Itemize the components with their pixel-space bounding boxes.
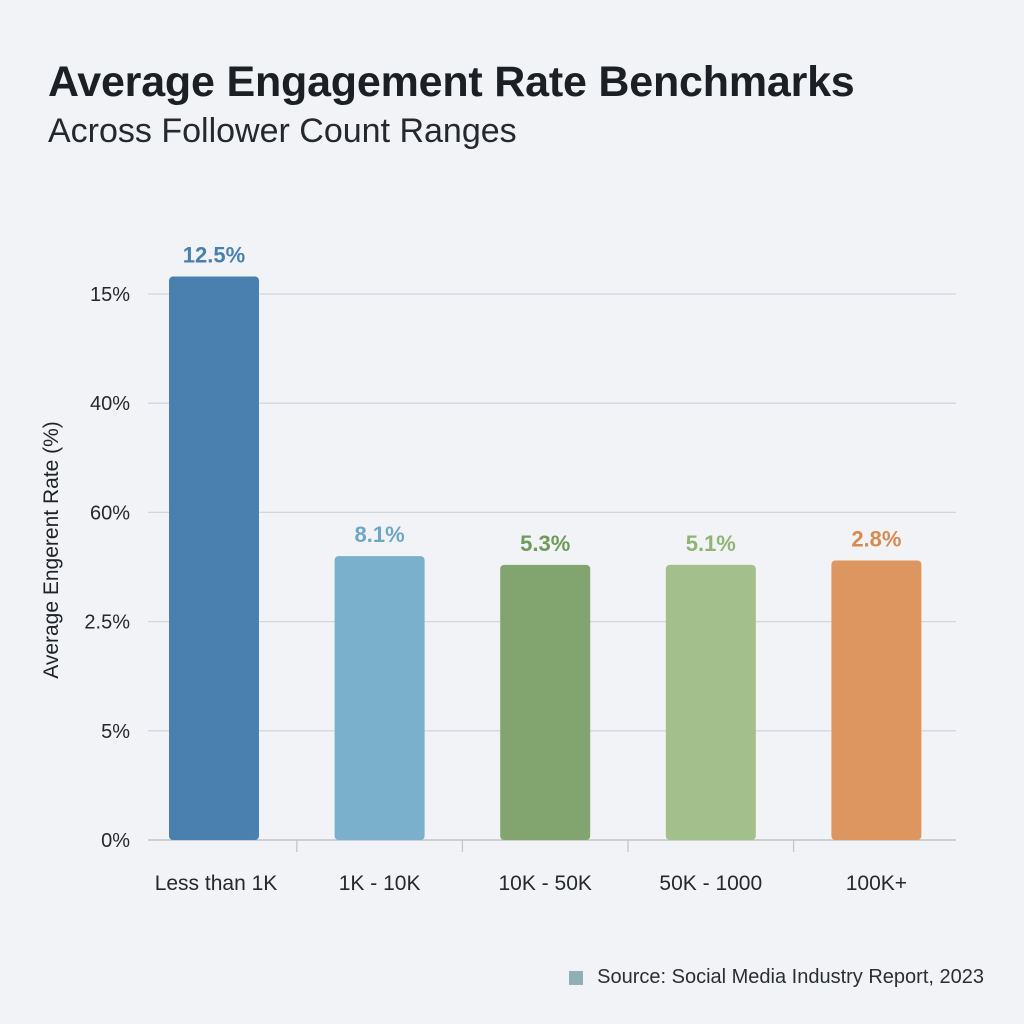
- bar: [665, 564, 756, 840]
- data-label: 5.1%: [686, 531, 736, 556]
- x-tick-label: 10K - 50K: [498, 872, 591, 895]
- legend-label: Source: Social Media Industry Report, 20…: [597, 966, 984, 988]
- legend-swatch: [569, 970, 584, 985]
- y-tick-label: 40%: [90, 393, 130, 415]
- x-tick-label: 1K - 10K: [339, 872, 421, 895]
- chart-subtitle: Across Follower Count Ranges: [48, 112, 517, 150]
- x-tick-label: Less than 1K: [155, 872, 278, 895]
- data-label: 5.3%: [520, 531, 570, 556]
- x-tick-label: 100K+: [846, 872, 907, 895]
- bar: [500, 564, 591, 840]
- data-label: 2.8%: [851, 526, 901, 551]
- labels: 12.5% Less than 1K 8.1% 1K - 10K 5.3% 10K - 5…: [155, 243, 907, 895]
- y-axis-title: Average Engerent Rate (%): [40, 421, 63, 679]
- y-tick-label: 60%: [90, 502, 130, 524]
- x-tick-label: 50K - 1000: [659, 872, 762, 895]
- data-label: 12.5%: [183, 243, 245, 268]
- chart-title: Average Engagement Rate Benchmarks: [48, 58, 855, 106]
- axes: 0% 5% 2.5% 60% 40% 15% Average Engerent Rate (…: [40, 284, 795, 852]
- y-tick-label: 2.5%: [84, 612, 130, 634]
- bar: [831, 560, 922, 840]
- legend: Source: Social Media Industry Report, 20…: [569, 966, 984, 989]
- y-tick-label: 0%: [101, 830, 130, 852]
- bar: [334, 556, 425, 840]
- y-tick-label: 15%: [90, 284, 130, 306]
- bars: [169, 276, 922, 840]
- y-tick-label: 5%: [101, 721, 130, 743]
- bar: [169, 276, 259, 840]
- data-label: 8.1%: [355, 522, 405, 547]
